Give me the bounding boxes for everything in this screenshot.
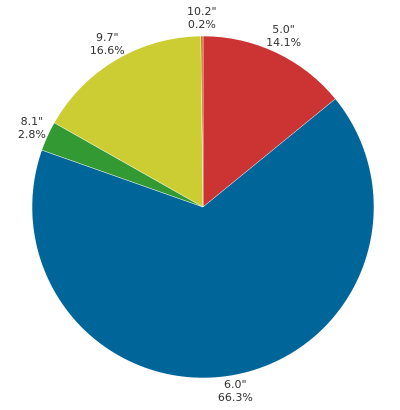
pie-label-category-2: 8.1" bbox=[21, 115, 44, 128]
pie-label-0: 5.0" 14.1% bbox=[266, 23, 301, 49]
pie-slice-4 bbox=[200, 35, 204, 208]
pie-label-3: 9.7" 16.6% bbox=[90, 31, 125, 57]
pie-slice-3 bbox=[53, 35, 204, 208]
pie-slices bbox=[31, 35, 375, 379]
pie-label-percent-3: 16.6% bbox=[90, 44, 125, 57]
pie-label-2: 8.1" 2.8% bbox=[18, 115, 46, 141]
pie-label-category-0: 5.0" bbox=[272, 23, 295, 36]
pie-slice-0 bbox=[202, 35, 336, 208]
pie-slice-1 bbox=[31, 98, 375, 379]
pie-label-1: 6.0" 66.3% bbox=[218, 378, 253, 404]
pie-labels: 5.0" 14.1% 6.0" 66.3% 8.1" 2.8% 9.7" 16.6% 10.2"… bbox=[18, 5, 301, 404]
pie-label-category-3: 9.7" bbox=[96, 31, 119, 44]
pie-label-percent-0: 14.1% bbox=[266, 36, 301, 49]
pie-label-percent-1: 66.3% bbox=[218, 391, 253, 404]
pie-label-4: 10.2" 0.2% bbox=[187, 5, 217, 31]
pie-label-percent-2: 2.8% bbox=[18, 128, 46, 141]
pie-label-category-1: 6.0" bbox=[224, 378, 247, 391]
pie-label-category-4: 10.2" bbox=[187, 5, 217, 18]
pie-label-percent-4: 0.2% bbox=[188, 18, 216, 31]
